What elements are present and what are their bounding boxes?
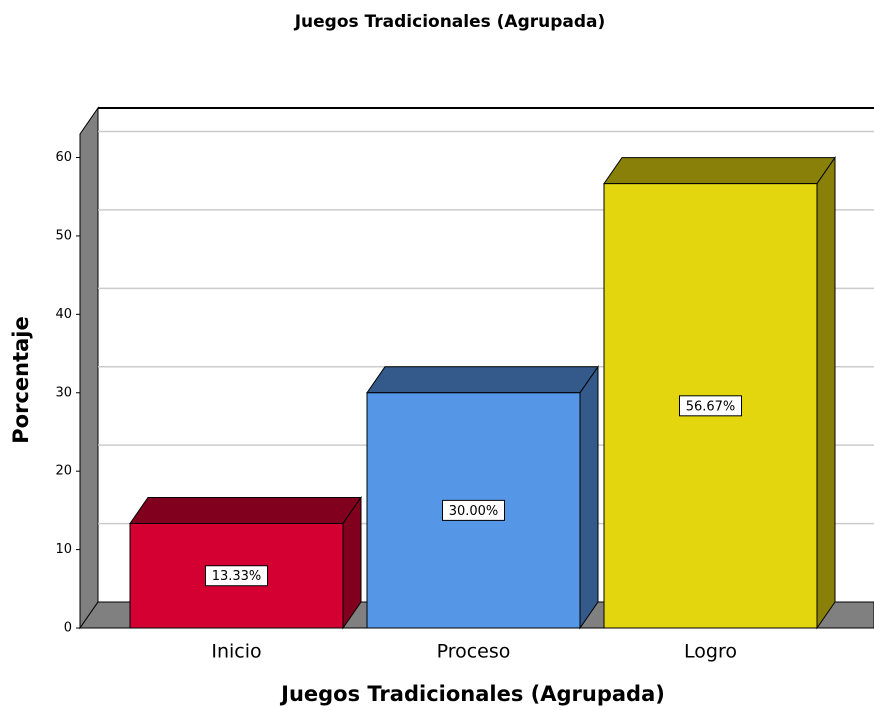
y-tick-label: 30 — [55, 385, 72, 400]
value-label: 56.67% — [686, 399, 736, 414]
chart-title: Juegos Tradicionales (Agrupada) — [294, 12, 606, 32]
x-tick-label: Inicio — [211, 641, 261, 663]
value-label-box — [679, 395, 742, 417]
x-tick-label: Logro — [684, 641, 737, 663]
y-tick-label: 50 — [55, 228, 72, 243]
y-tick-label: 60 — [55, 150, 72, 165]
y-tick-label: 40 — [55, 307, 72, 322]
x-tick-label: Proceso — [437, 641, 511, 663]
left-wall — [79, 106, 99, 630]
bar-side — [579, 365, 599, 630]
bar-top — [603, 157, 836, 185]
bar-top — [366, 366, 599, 394]
y-axis-title: Porcentaje — [9, 316, 33, 443]
bar-top — [129, 496, 362, 524]
y-tick-label: 10 — [55, 542, 72, 557]
bar-side — [816, 156, 836, 630]
value-label-box — [205, 565, 268, 587]
value-label: 30.00% — [449, 504, 499, 519]
y-tick-label: 20 — [55, 464, 72, 479]
y-tick-label: 0 — [64, 621, 72, 636]
value-label-box — [442, 499, 505, 521]
value-label: 13.33% — [212, 569, 262, 584]
x-axis-title: Juegos Tradicionales (Agrupada) — [279, 682, 665, 706]
